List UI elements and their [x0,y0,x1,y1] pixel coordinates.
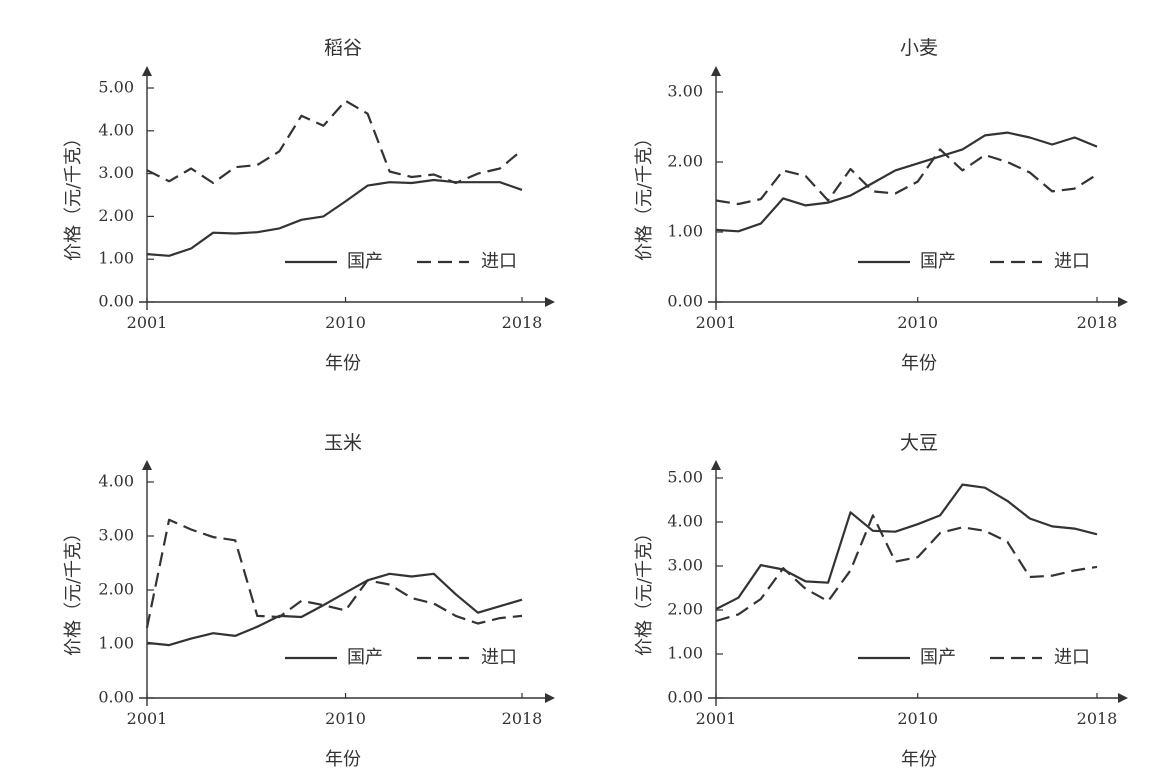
wheat-x-tick-label: 2001 [696,313,737,332]
wheat-x-axis-label: 年份 [901,353,937,374]
corn-x-tick-label: 2010 [325,709,366,728]
rice-y-tick-label: 5.00 [98,78,134,97]
rice-series-domestic-line [146,178,523,257]
wheat-x-tick-label: 2010 [897,313,938,332]
corn-y-axis-arrow [142,460,152,470]
rice-legend: 国产 进口 [285,251,517,272]
rice-legend-label-imported: 进口 [481,251,517,272]
corn-series-imported-line [145,518,523,629]
soybean-x-tick-label: 2001 [696,709,737,728]
soybean-y-tick-label: 5.00 [667,468,703,487]
rice-y-tick-label: 4.00 [98,120,134,139]
wheat-legend-label-domestic: 国产 [920,251,956,272]
soybean-y-axis-label: 价格（元/千克） [634,524,655,656]
soybean-y-tick-label: 3.00 [667,556,703,575]
corn-y-tick-label: 0.00 [98,688,134,707]
wheat-y-tick-label: 1.00 [667,222,703,241]
rice-chart-title: 稻谷 [324,37,362,59]
rice-y-axis-arrow [142,66,152,76]
soybean-legend: 国产 进口 [858,647,1090,668]
soybean-chart-title: 大豆 [900,432,938,454]
corn-y-tick-label: 2.00 [98,580,134,599]
rice-y-tick-label: 0.00 [98,292,134,311]
corn-x-tick-label: 2018 [502,709,543,728]
soybean-y-tick-label: 2.00 [667,600,703,619]
corn-x-axis-arrow [545,693,555,703]
wheat-x-tick-label: 2018 [1077,313,1118,332]
wheat-panel: 小麦 0.00 1.00 2.00 3.00 2001 2010 2018 年份 价格（元/千克）… [634,37,1128,374]
wheat-y-axis-label: 价格（元/千克） [634,129,655,261]
soybean-legend-label-imported: 进口 [1054,647,1090,668]
wheat-legend-label-imported: 进口 [1054,251,1090,272]
wheat-chart-title: 小麦 [900,37,938,59]
corn-y-tick-label: 3.00 [98,526,134,545]
corn-legend-label-imported: 进口 [481,647,517,668]
soybean-x-tick-label: 2010 [897,709,938,728]
corn-y-tick-label: 1.00 [98,634,134,653]
corn-y-axis-label: 价格（元/千克） [63,524,84,656]
corn-x-tick-label: 2001 [127,709,168,728]
rice-x-axis-label: 年份 [325,353,361,374]
wheat-y-tick-label: 2.00 [667,152,703,171]
soybean-y-tick-label: 4.00 [667,512,703,531]
rice-series-imported-line [146,99,523,185]
soybean-series-domestic-line [715,483,1098,611]
wheat-x-axis-arrow [1118,297,1128,307]
wheat-y-tick-label: 0.00 [667,292,703,311]
soybean-x-axis-label: 年份 [901,749,937,770]
soybean-panel: 大豆 0.00 1.00 2.00 3.00 4.00 5.00 2001 2010 2018 年份… [634,432,1128,770]
rice-x-tick-label: 2010 [325,313,366,332]
wheat-series-imported-line [715,148,1098,206]
wheat-y-tick-label: 3.00 [667,82,703,101]
corn-y-tick-label: 4.00 [98,472,134,491]
soybean-y-tick-label: 1.00 [667,644,703,663]
wheat-legend: 国产 进口 [858,251,1090,272]
soybean-y-tick-label: 0.00 [667,688,703,707]
rice-x-tick-label: 2018 [502,313,543,332]
corn-panel: 玉米 0.00 1.00 2.00 3.00 4.00 2001 2010 2018 年份 价格（元… [63,432,555,770]
wheat-y-axis-arrow [711,66,721,76]
soybean-x-axis-arrow [1118,693,1128,703]
rice-x-tick-label: 2001 [127,313,168,332]
soybean-legend-label-domestic: 国产 [920,647,956,668]
soybean-series-imported-line [715,514,1098,623]
wheat-series-domestic-line [715,131,1098,233]
rice-y-tick-label: 1.00 [98,249,134,268]
soybean-y-axis-arrow [711,460,721,470]
rice-x-axis-arrow [545,297,555,307]
corn-chart-title: 玉米 [324,432,362,454]
soybean-x-tick-label: 2018 [1077,709,1118,728]
rice-y-axis-label: 价格（元/千克） [63,129,84,261]
corn-legend-label-domestic: 国产 [347,647,383,668]
rice-legend-label-domestic: 国产 [347,251,383,272]
rice-panel: 稻谷 0.00 1.00 2.00 3.00 4.00 5.00 2001 2010 2018 年份… [63,37,555,374]
rice-y-tick-label: 3.00 [98,163,134,182]
corn-legend: 国产 进口 [285,647,517,668]
corn-x-axis-label: 年份 [325,749,361,770]
corn-series-domestic-line [146,572,523,647]
rice-y-tick-label: 2.00 [98,206,134,225]
